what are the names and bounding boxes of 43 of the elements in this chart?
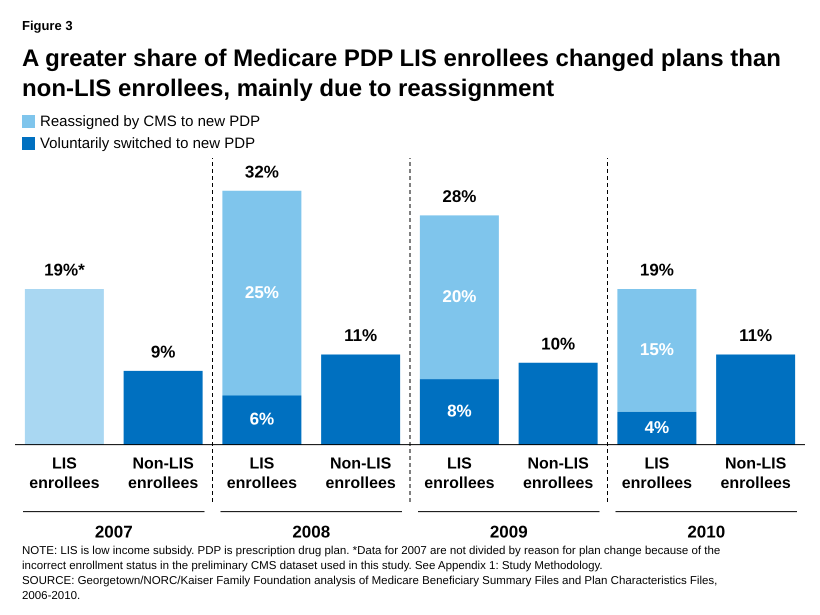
bar [617, 289, 696, 412]
data-label: 20% [442, 286, 476, 306]
x-tick-label: Non-LIS enrollees [325, 456, 396, 492]
total-label: 19%* [44, 260, 86, 280]
total-label: 11% [344, 326, 378, 346]
x-tick-label: Non-LIS enrollees [522, 456, 594, 492]
bar [617, 412, 696, 445]
data-label: 4% [644, 418, 670, 437]
legend-label: Reassigned by CMS to new PDP [40, 112, 260, 130]
bar [124, 370, 203, 445]
text: 2007 [94, 522, 133, 542]
source-note: SOURCE: Georgetown/NORC/Kaiser Family Foundation analysis of Medicare Beneficiary Summary Files and Plan Characteristics Files, 2006-2010. [22, 574, 718, 604]
data-label: 6% [250, 410, 274, 429]
legend-label: Voluntarily switched to new PDP [40, 134, 256, 152]
bar [222, 190, 302, 396]
total-label: 32% [244, 162, 279, 182]
x-tick-label: Non-LIS enrollees [128, 456, 198, 492]
total-label: 9% [150, 342, 176, 362]
total-label: 11% [739, 326, 772, 346]
bar [222, 395, 302, 445]
x-tick-label: LIS enrollees [622, 456, 692, 492]
x-tick-label: LIS enrollees [29, 456, 100, 492]
data-label: 15% [640, 340, 674, 360]
x-tick-label: LIS enrollees [424, 456, 495, 492]
bar [518, 362, 598, 445]
total-label: 10% [541, 334, 576, 354]
chart-title: A greater share of Medicare PDP LIS enrollees changed plans than non-LIS enrollees, mainly due to reassignment [22, 44, 782, 104]
bar [321, 354, 400, 445]
total-label: 28% [442, 187, 476, 206]
bar [24, 289, 104, 445]
caption: Figure 3 [22, 18, 73, 33]
bar [420, 215, 499, 380]
x-tick-label: Non-LIS enrollees [720, 456, 791, 492]
x-tick-label: LIS enrollees [226, 456, 298, 492]
total-label: 19% [640, 260, 674, 280]
data-label: 8% [447, 402, 472, 421]
bar [716, 354, 796, 445]
bar [420, 379, 499, 445]
text: NOTE: LIS is low income subsidy. PDP is prescription drug plan. *Data for 2007 are not divided by reason for plan change because of the incorrect enrollment status in the preliminary CMS dataset used in this study. See Appendix 1: Study Methodology. [22, 544, 722, 574]
data-label: 25% [244, 282, 279, 302]
text: 2008 [292, 522, 330, 542]
text: 2010 [687, 522, 726, 542]
text: 2009 [490, 522, 528, 542]
